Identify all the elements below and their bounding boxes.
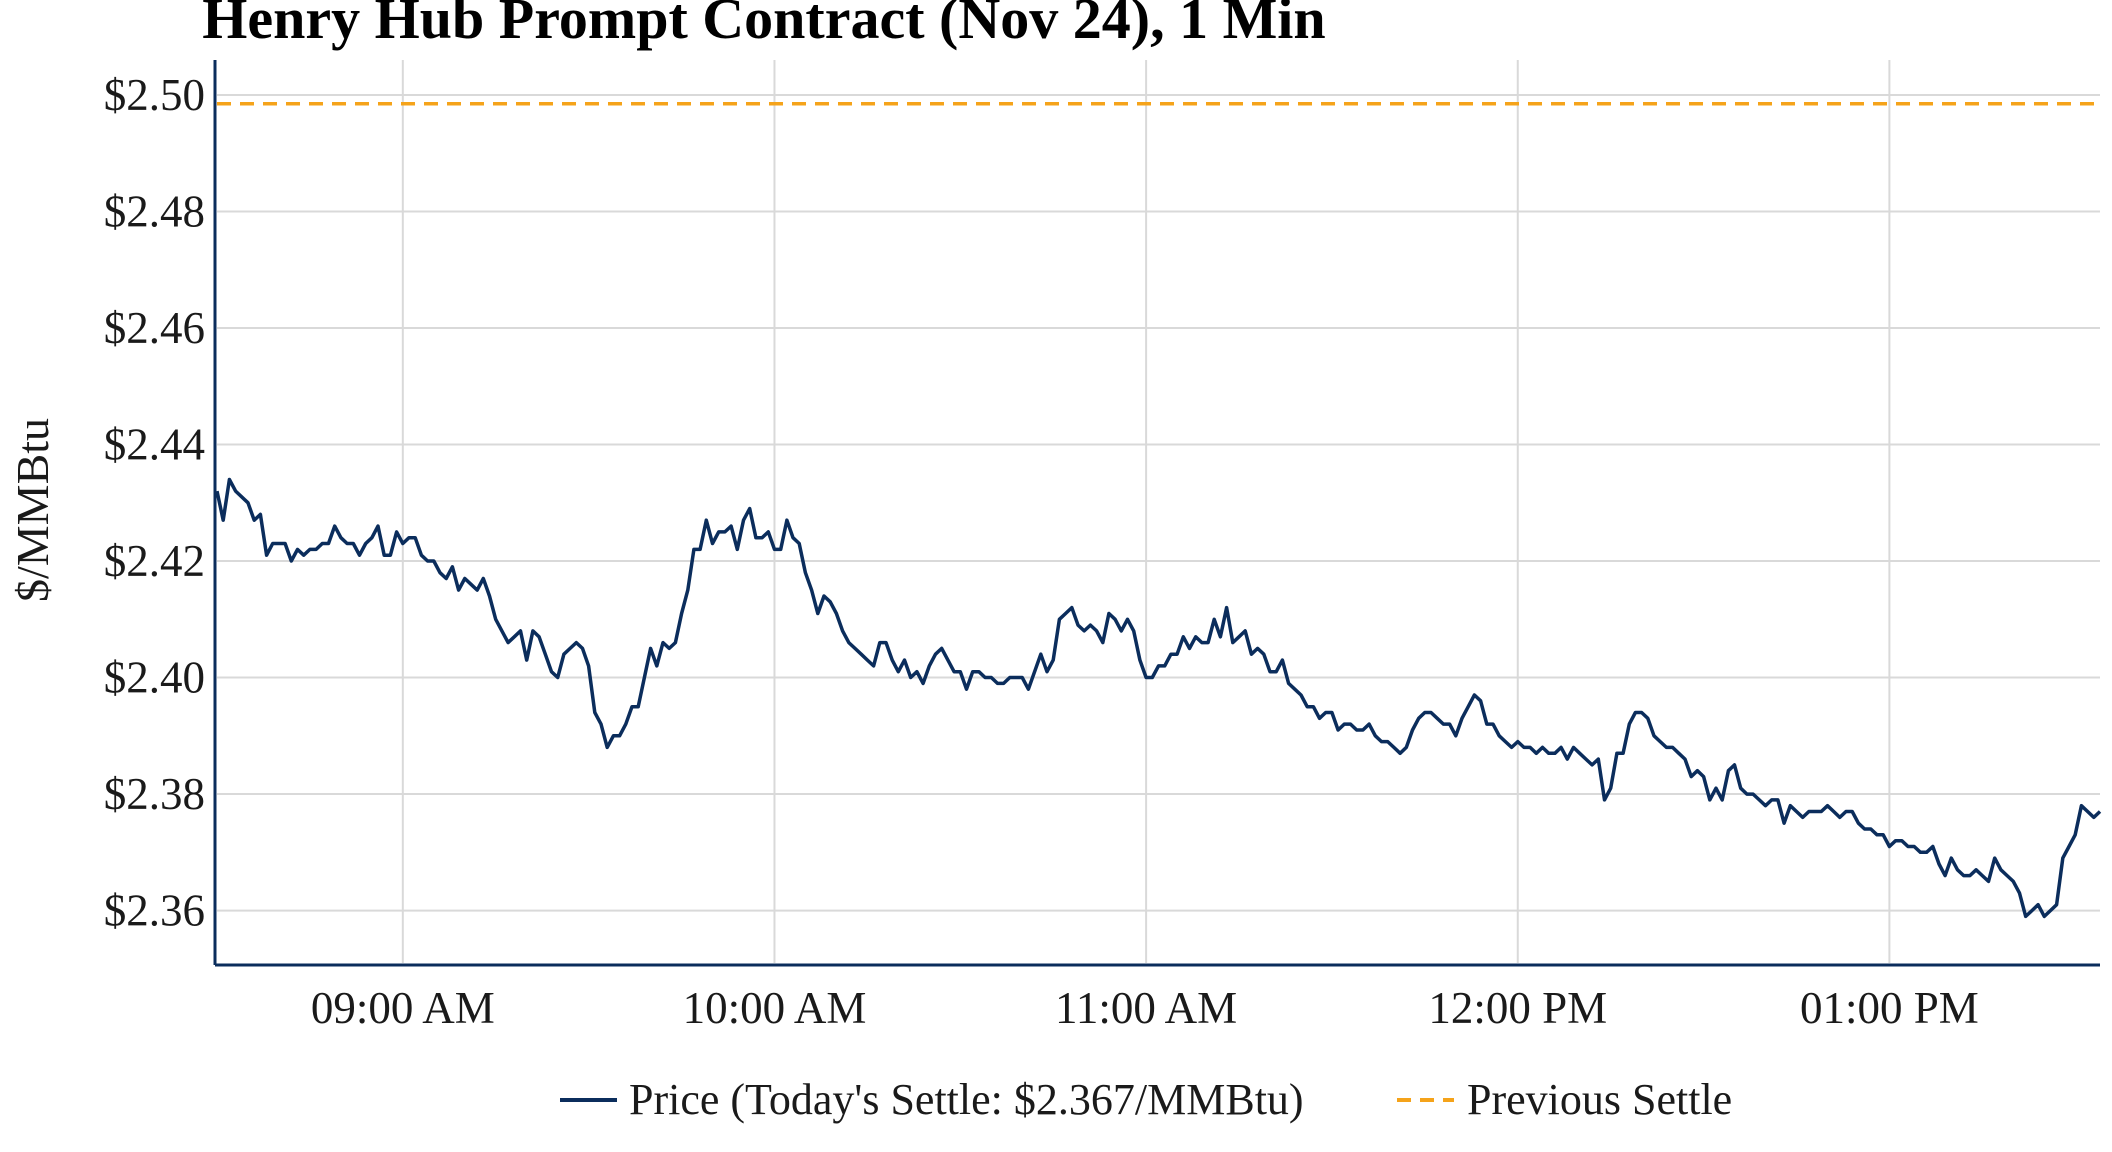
chart-title: Henry Hub Prompt Contract (Nov 24), 1 Mi… [202, 0, 1325, 51]
y-tick-label: $2.42 [104, 536, 205, 586]
x-tick-label: 09:00 AM [311, 983, 495, 1033]
y-tick-label: $2.40 [104, 653, 205, 703]
x-gridlines [401, 60, 1891, 963]
y-gridlines [217, 93, 2100, 912]
x-tick-label: 10:00 AM [683, 983, 867, 1033]
y-tick-label: $2.36 [104, 886, 205, 936]
y-tick-label: $2.48 [104, 186, 205, 236]
x-tick-label: 12:00 PM [1428, 983, 1607, 1033]
x-tick-label: 11:00 AM [1055, 983, 1237, 1033]
legend: Price (Today's Settle: $2.367/MMBtu) Pre… [560, 1075, 1732, 1124]
price-line [215, 477, 2102, 919]
legend-label-price: Price (Today's Settle: $2.367/MMBtu) [629, 1075, 1304, 1124]
y-tick-label: $2.50 [104, 70, 205, 120]
x-tick-labels: 09:00 AM 10:00 AM 11:00 AM 12:00 PM 01:00 PM [311, 983, 1979, 1033]
y-axis-label: $/MMBtu [7, 418, 58, 602]
y-tick-labels: $2.36 $2.38 $2.40 $2.42 $2.44 $2.46 $2.48 $2.50 [104, 70, 205, 936]
y-tick-label: $2.38 [104, 769, 205, 819]
y-tick-label: $2.46 [104, 303, 205, 353]
series-layer [215, 101, 2102, 919]
legend-label-previous-settle: Previous Settle [1467, 1075, 1732, 1124]
y-tick-label: $2.44 [104, 420, 205, 470]
x-tick-label: 01:00 PM [1800, 983, 1979, 1033]
